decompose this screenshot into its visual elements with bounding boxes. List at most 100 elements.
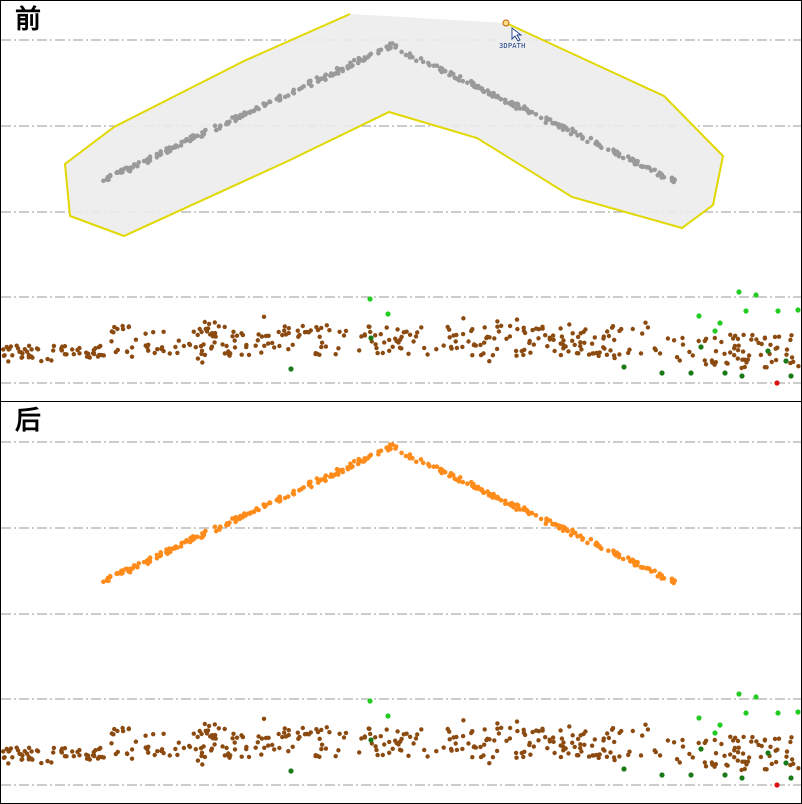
point [418,457,424,462]
point [367,698,373,704]
point [319,340,325,345]
point [209,733,215,738]
point [588,135,594,141]
point [129,747,135,752]
point [740,751,746,756]
point [547,737,552,742]
before-panel[interactable]: 前 3DPATH [0,0,802,402]
point [302,330,308,335]
point [315,729,321,735]
point [724,762,729,767]
point [348,60,353,66]
point [702,358,707,363]
point [454,747,460,753]
point [288,768,294,774]
point [575,133,580,138]
point [728,332,733,337]
point [499,725,504,730]
point [447,327,452,332]
point [447,72,452,78]
point [582,340,587,345]
point [367,324,372,329]
point [558,728,563,733]
point [4,746,9,752]
point [494,748,500,754]
point [246,352,252,358]
before-point-cloud-view[interactable]: 3DPATH [1,1,801,401]
point [746,755,752,760]
point [741,332,746,338]
point [133,337,139,342]
point [659,576,664,581]
point [158,149,163,154]
point [764,767,769,772]
point [741,734,746,740]
point [574,351,580,356]
point [758,352,764,358]
point [113,751,119,757]
point [764,365,769,370]
point [775,308,781,314]
point [129,756,135,761]
point [568,532,574,538]
point [203,728,208,734]
selection-polygon-outline[interactable] [63,13,725,238]
point [469,730,474,736]
point [319,477,324,482]
point [447,473,452,479]
point [504,336,509,341]
point [736,691,742,697]
after-panel[interactable]: 后 [0,401,802,804]
polygon-vertex-handle[interactable] [502,19,510,27]
point [439,467,445,473]
point [469,479,474,485]
point [579,749,584,754]
point [351,57,357,63]
point [519,750,524,756]
point [280,332,285,338]
point [77,753,82,758]
point [277,745,282,751]
point [540,326,545,331]
point [323,344,329,349]
point [649,168,654,173]
point [39,358,44,364]
point [393,336,398,341]
point [582,742,587,747]
point [511,103,516,109]
point [378,448,384,454]
point [671,580,676,586]
point [10,353,15,358]
point [703,362,709,367]
point [399,450,404,456]
point [515,102,521,108]
point [601,736,606,741]
point [528,752,533,757]
point [527,742,532,748]
point [261,314,267,319]
point [200,360,205,365]
point [104,577,110,583]
point [605,731,610,736]
selection-polygon[interactable] [65,14,723,236]
point [796,766,801,771]
point [784,754,789,759]
point [222,324,227,330]
point [367,296,373,302]
point [762,738,768,743]
point [206,321,212,327]
point [176,338,181,343]
point [485,88,490,93]
point [736,289,742,295]
point [473,343,478,348]
point [356,457,362,462]
point [690,755,695,760]
point [511,504,516,510]
point [199,351,204,357]
point [630,558,635,564]
point [589,743,595,748]
point [291,488,297,494]
after-point-cloud-view[interactable] [1,402,801,803]
point [286,326,291,331]
point [270,742,275,748]
